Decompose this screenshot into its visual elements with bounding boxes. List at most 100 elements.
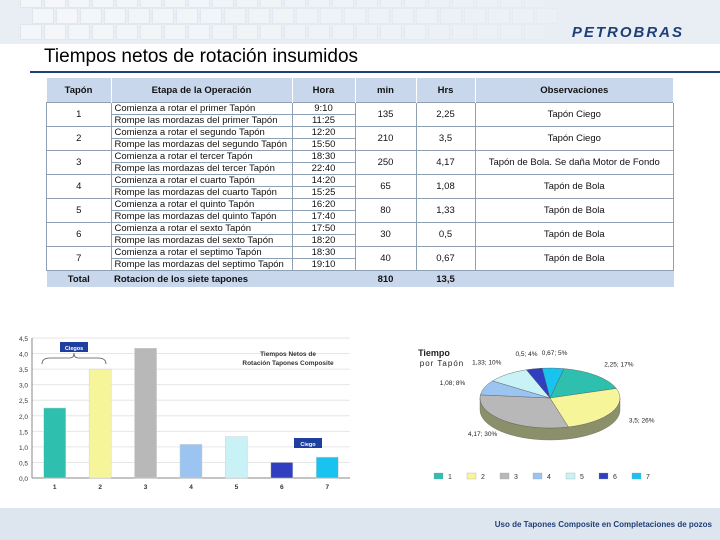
table-row: 1 Comienza a rotar el primer Tapón 9:10 135… [46, 102, 674, 127]
bar-3 [134, 348, 157, 479]
cell-hora: 19:10 [291, 258, 356, 271]
header-grid-square [308, 0, 330, 8]
bar-y-tick: 4,5 [19, 336, 28, 343]
total-label: Total [46, 270, 111, 287]
bar-x-tick: 5 [235, 484, 239, 491]
cell-etapa: Rompe las mordazas del cuarto Tapón [110, 186, 293, 199]
cell-min: 250 [354, 150, 417, 175]
bar-1 [43, 407, 66, 479]
header-grid-square [332, 24, 354, 40]
header-grid-square [212, 0, 234, 8]
cell-min: 30 [354, 222, 417, 247]
header-grid-square [116, 24, 138, 40]
cell-hrs: 3,5 [415, 126, 476, 151]
header-grid-square [140, 24, 162, 40]
bar-chart: 0,0 0,5 1,0 1,5 2,0 2,5 3,0 3,5 4,0 4,5 1 2 3 4 5 6 7 Tie… [0, 320, 360, 520]
pie-legend-label-5: 5 [580, 474, 584, 481]
header-grid-square [428, 24, 450, 40]
total-empty [292, 270, 355, 287]
annotation-brace [41, 352, 107, 365]
rotation-table: Tapón Etapa de la Operación Hora min Hrs… [46, 78, 674, 287]
header-grid-square [524, 24, 546, 40]
header-grid-square [392, 8, 414, 24]
cell-etapa: Comienza a rotar el sexto Tapón [110, 222, 293, 235]
cell-obs: Tapón Ciego [474, 126, 674, 151]
pie-legend-label-3: 3 [514, 474, 518, 481]
bar-y-tick: 0,5 [19, 460, 28, 467]
col-observaciones: Observaciones [475, 78, 674, 103]
pie-legend-swatch-7 [631, 472, 642, 480]
cell-hora: 18:30 [291, 246, 356, 259]
header-grid-square [296, 8, 318, 24]
bar-x-tick: 6 [280, 484, 284, 491]
bar-x-tick: 7 [325, 484, 329, 491]
header-grid-square [452, 0, 474, 8]
bar-4 [179, 444, 203, 479]
header-grid-square [32, 8, 54, 24]
cell-tapon: 7 [46, 246, 112, 271]
col-hora: Hora [292, 78, 356, 103]
header-grid-square [188, 24, 210, 40]
bar-y-tick: 1,0 [19, 445, 28, 452]
header-grid-square [224, 8, 246, 24]
cell-hora: 18:20 [291, 234, 356, 247]
header-grid-square [80, 8, 102, 24]
cell-etapa: Rompe las mordazas del segundo Tapón [110, 138, 293, 151]
pie-legend-swatch-5 [565, 472, 576, 480]
header-grid-square [68, 0, 90, 8]
pie-legend-swatch-6 [598, 472, 609, 480]
bar-x-tick: 1 [53, 484, 57, 491]
annotation-ciegos-box [60, 342, 88, 352]
header-grid-square [164, 24, 186, 40]
header-grid-square [92, 0, 114, 8]
cell-obs: Tapón de Bola [474, 198, 674, 223]
cell-hora: 17:40 [291, 210, 356, 223]
table-row: 2 Comienza a rotar el segundo Tapón 12:20 2… [46, 126, 674, 151]
header-grid-square [260, 0, 282, 8]
total-empty [475, 270, 674, 287]
cell-hora: 15:50 [291, 138, 356, 151]
cell-obs: Tapón Ciego [474, 102, 674, 127]
cell-etapa: Comienza a rotar el septimo Tapón [110, 246, 293, 259]
total-etapa: Rotacion de los siete tapones [111, 270, 292, 287]
table-row: Rompe las mordazas del tercer Tapón 22:40 [47, 162, 674, 175]
cell-obs: Tapón de Bola [474, 222, 674, 247]
table-total-row: Total Rotacion de los siete tapones 810 13,… [46, 270, 674, 287]
header-grid-square [20, 24, 42, 40]
bar-7 [316, 456, 339, 479]
brand-logo: PETROBRAS [571, 24, 684, 41]
header-grid-square [260, 24, 282, 40]
header-grid-square [116, 0, 138, 8]
page-title: Tiempos netos de rotación insumidos [44, 46, 359, 67]
total-min: 810 [355, 270, 416, 287]
header-grid-square [476, 0, 498, 8]
header-grid-square [404, 24, 426, 40]
cell-hora: 12:20 [291, 126, 356, 139]
cell-obs: Tapón de Bola. Se daña Motor de Fondo [474, 150, 674, 175]
header-grid-square [44, 0, 66, 8]
pie-label-5: 1,33; 10% [472, 359, 501, 366]
cell-hrs: 1,33 [415, 198, 476, 223]
cell-hora: 9:10 [291, 102, 356, 115]
header-grid-square [332, 0, 354, 8]
bar-chart-title-line1: Tiempos Netos de [260, 351, 316, 358]
cell-tapon: 2 [46, 126, 112, 151]
cell-etapa: Comienza a rotar el primer Tapón [110, 102, 293, 115]
table-row: Rompe las mordazas del cuarto Tapón 15:25 [47, 186, 674, 199]
cell-tapon: 5 [46, 198, 112, 223]
col-hrs: Hrs [416, 78, 476, 103]
cell-hrs: 1,08 [415, 174, 476, 199]
cell-etapa: Comienza a rotar el tercer Tapón [110, 150, 293, 163]
bar-y-tick: 2,0 [19, 414, 28, 421]
bar-x-tick: 3 [144, 484, 148, 491]
cell-hora: 16:20 [291, 198, 356, 211]
header-grid-square [464, 8, 486, 24]
header-grid-square [104, 8, 126, 24]
header-grid-square [164, 0, 186, 8]
header-grid-square [248, 8, 270, 24]
annotation-ciego-box [294, 438, 322, 448]
col-etapa: Etapa de la Operación [111, 78, 293, 103]
annotation-ciegos: Ciegos [65, 346, 83, 352]
cell-min: 210 [354, 126, 417, 151]
